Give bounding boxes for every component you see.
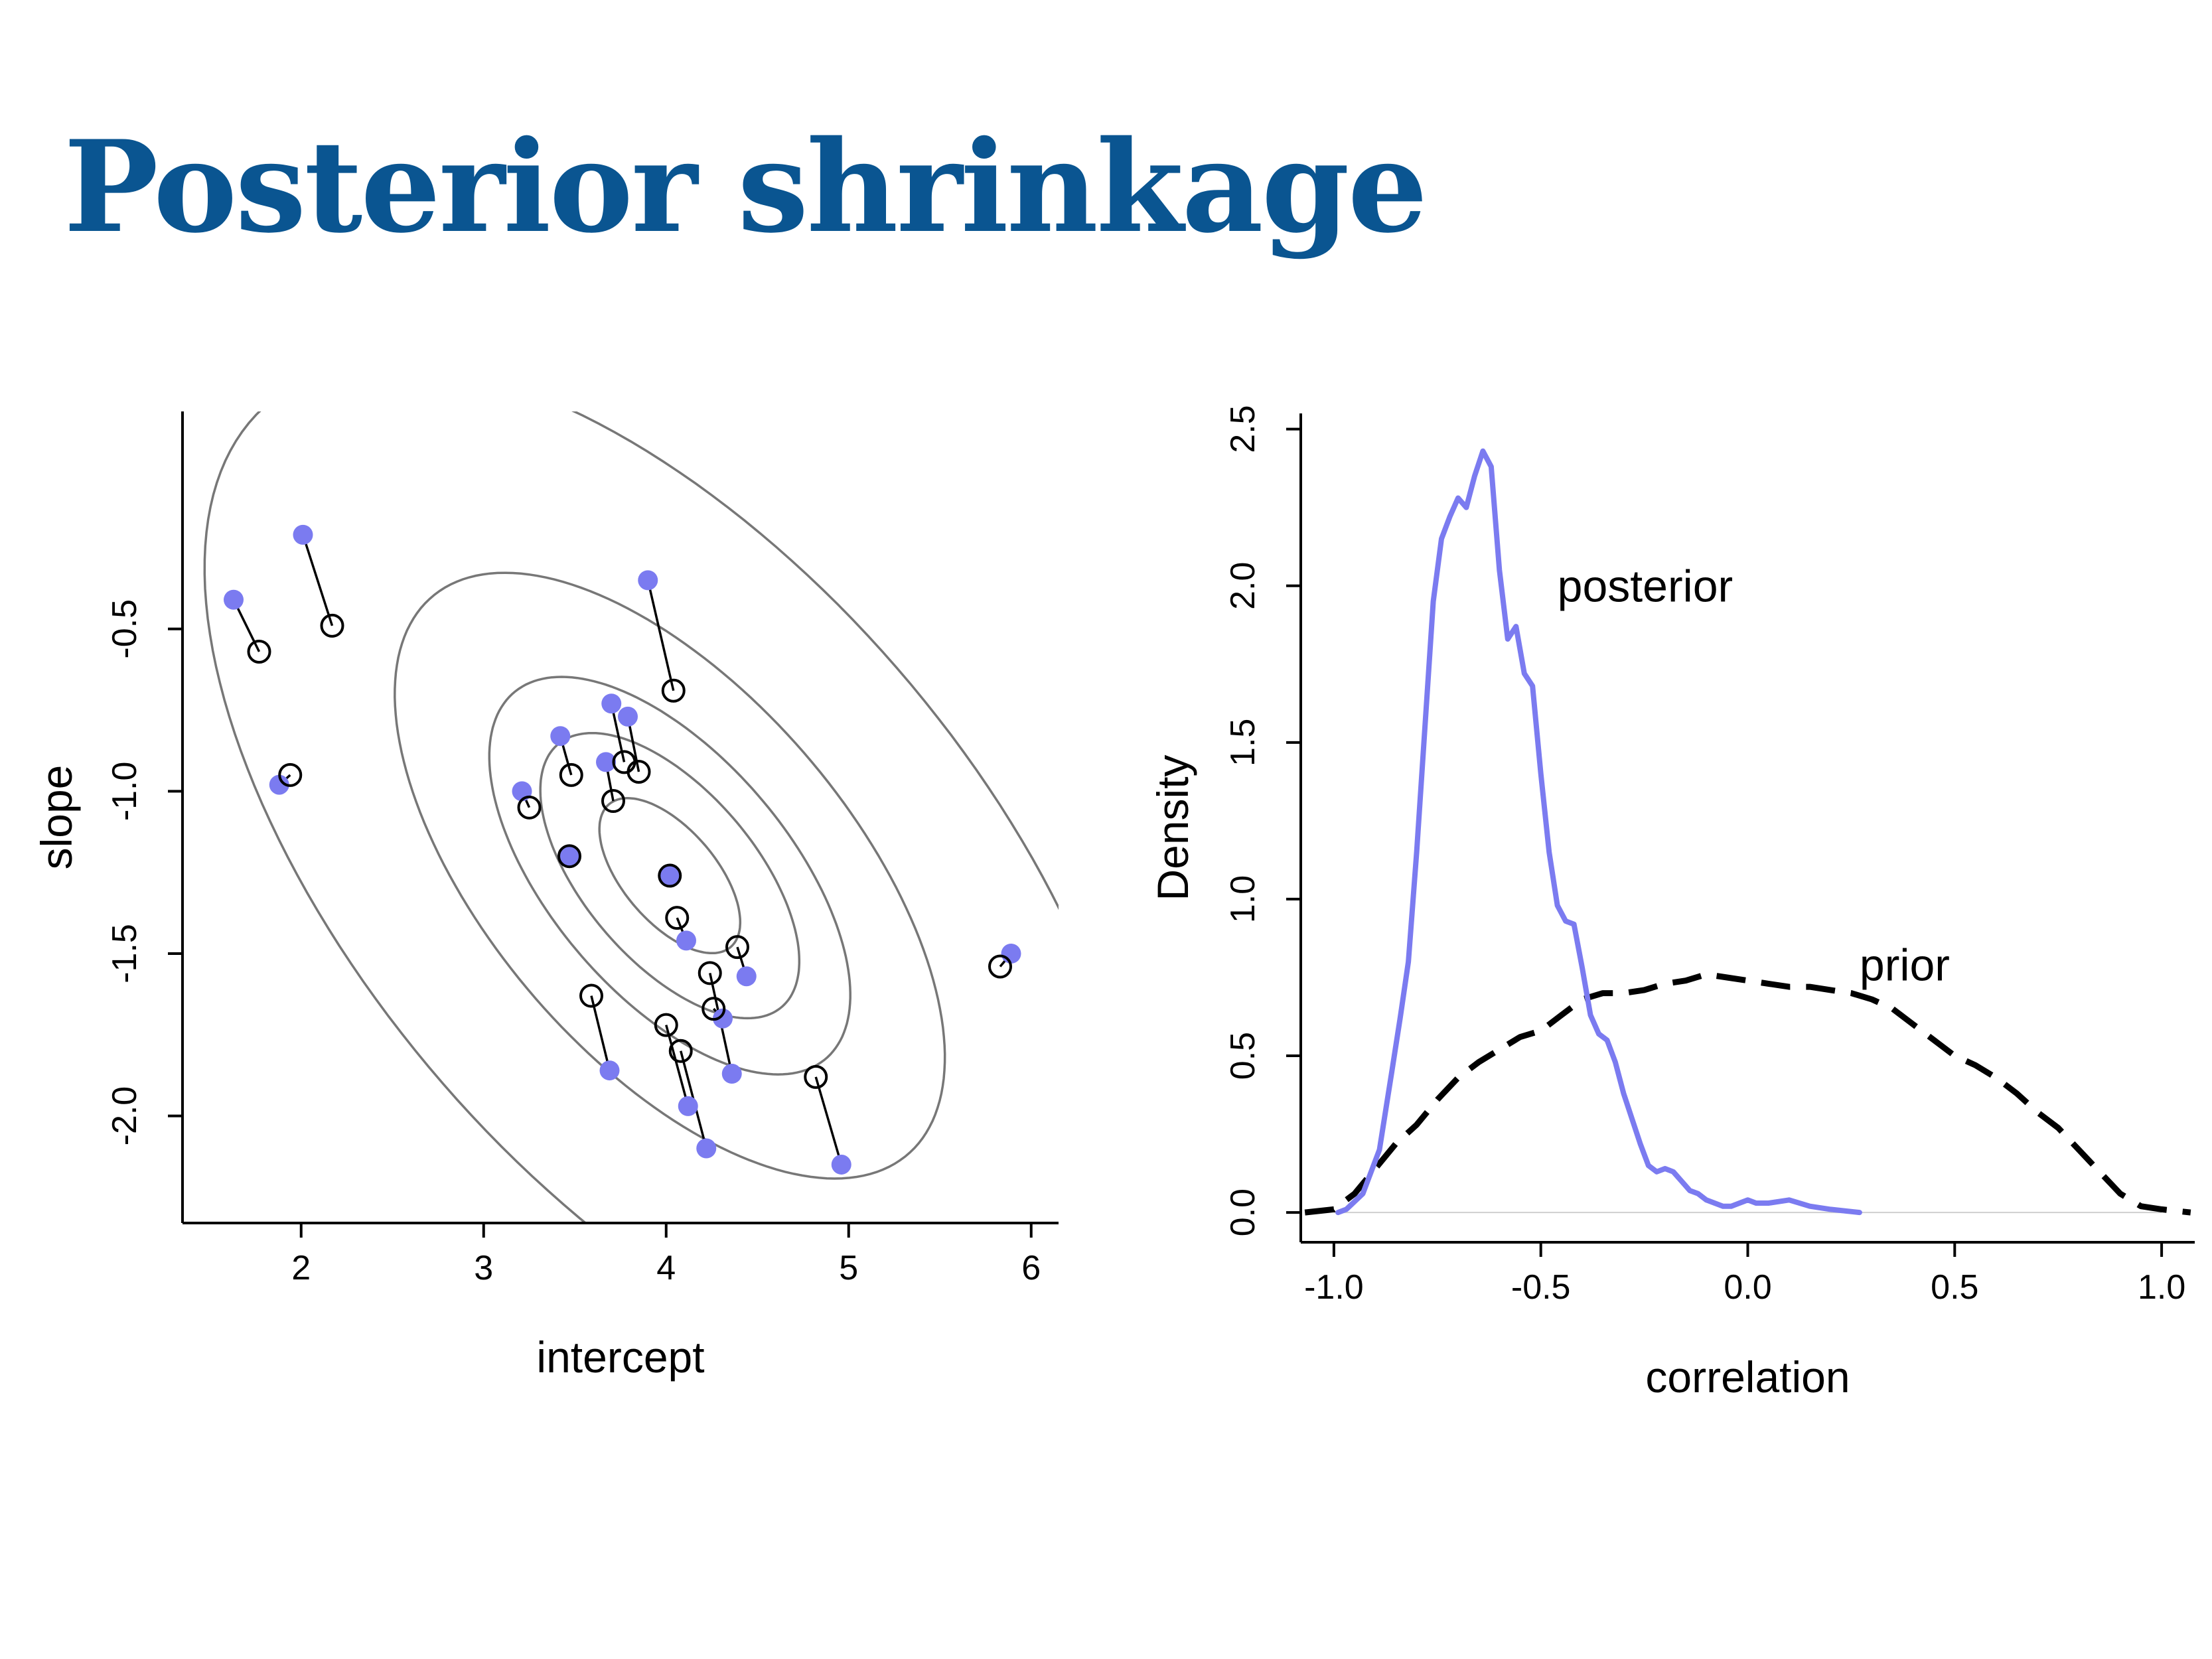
right-x-tick-label: -0.5 [1511, 1268, 1571, 1307]
posterior-estimate-point [725, 935, 749, 960]
raw-estimate-point [599, 1060, 620, 1081]
left-x-tick-label: 5 [839, 1249, 858, 1287]
right-y-tick-label: 0.0 [1224, 1189, 1262, 1236]
left-x-tick-label: 3 [474, 1249, 493, 1287]
raw-estimate-point [696, 1138, 717, 1159]
right-y-axis-label: Density [1148, 755, 1197, 901]
posterior-density-line [1335, 448, 1862, 1216]
left-y-axis-label: slope [32, 765, 81, 870]
raw-estimate-point [550, 726, 571, 747]
right-y-tick-label: 1.5 [1224, 719, 1262, 766]
posterior-estimate-point [804, 1064, 828, 1089]
posterior-estimate-point [601, 789, 625, 814]
posterior-estimate-point [517, 795, 542, 820]
posterior-estimate-point [661, 678, 686, 703]
raw-estimate-point [736, 966, 757, 987]
contour-ellipse [598, 797, 742, 955]
posterior-estimate-point [698, 961, 722, 985]
posterior-estimate-point [658, 863, 682, 888]
left-y-tick-label: -1.0 [106, 762, 144, 822]
right-x-tick-label: 1.0 [2138, 1268, 2185, 1307]
posterior-label: posterior [1558, 561, 1733, 611]
posterior-estimate-point [579, 983, 603, 1008]
left-x-tick-label: 6 [1021, 1249, 1041, 1287]
right-y-tick-label: 2.5 [1224, 405, 1262, 453]
left-y-tick-label: -1.5 [106, 924, 144, 983]
page-title: Posterior shrinkage [64, 113, 1428, 261]
left-x-tick-label: 2 [291, 1249, 311, 1287]
contour-ellipse [539, 731, 801, 1020]
prior-density-line [1304, 971, 2191, 1216]
shrinkage-segment [301, 534, 334, 626]
shrinkage-segment [665, 1025, 690, 1107]
right-y-tick-label: 1.0 [1224, 875, 1262, 923]
raw-estimate-point [678, 1096, 698, 1116]
raw-estimate-point [721, 1063, 742, 1084]
contour-ellipse [394, 571, 946, 1180]
posterior-estimate-point [557, 844, 581, 869]
raw-estimate-point [269, 774, 289, 795]
raw-estimate-point [596, 752, 616, 772]
raw-estimate-point [676, 930, 696, 951]
posterior-estimate-point [988, 954, 1012, 979]
left-y-tick-label: -2.0 [106, 1086, 144, 1146]
raw-estimate-point [1001, 943, 1021, 964]
left-x-axis-label: intercept [536, 1333, 704, 1382]
contour-group [203, 411, 1059, 1223]
shrinkage-segment [814, 1076, 843, 1165]
raw-estimate-point [601, 693, 622, 714]
raw-estimate-point [224, 589, 244, 610]
posterior-estimate-point [247, 640, 271, 664]
posterior-estimate-point [627, 760, 651, 784]
raw-estimate-point [660, 865, 680, 886]
posterior-estimate-point [701, 997, 726, 1021]
posterior-estimate-point [559, 762, 583, 787]
raw-estimate-point [831, 1154, 851, 1175]
posterior-estimate-point [665, 906, 690, 930]
raw-estimate-point [293, 524, 313, 545]
posterior-estimate-point [320, 613, 344, 638]
right-y-tick-label: 2.0 [1224, 562, 1262, 610]
shrinkage-segment [646, 579, 675, 691]
left-x-tick-label: 4 [656, 1249, 676, 1287]
raw-estimate-point [559, 846, 579, 867]
right-x-tick-label: 0.0 [1724, 1268, 1771, 1307]
contour-ellipse [203, 411, 1059, 1223]
shrinkage-segment [590, 995, 611, 1071]
raw-estimate-point [618, 706, 638, 727]
contour-ellipse [488, 676, 851, 1076]
left-y-tick-label: -0.5 [106, 599, 144, 659]
posterior-estimate-point [278, 762, 303, 787]
prior-label: prior [1860, 940, 1950, 991]
right-x-tick-label: -1.0 [1304, 1268, 1364, 1307]
right-x-tick-label: 0.5 [1931, 1268, 1978, 1307]
posterior-estimate-point [654, 1013, 678, 1037]
posterior-estimate-point [668, 1039, 693, 1063]
raw-estimate-point [638, 570, 658, 591]
right-x-axis-label: correlation [1645, 1352, 1850, 1402]
right-y-tick-label: 0.5 [1224, 1032, 1262, 1080]
raw-estimate-point [713, 1008, 733, 1029]
